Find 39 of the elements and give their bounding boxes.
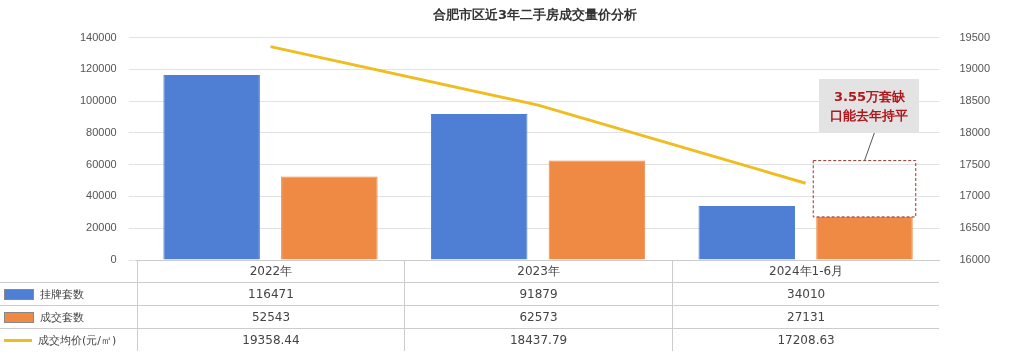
annotation: 3.55万套缺口能去年持平 <box>819 78 920 133</box>
legend-label: 成交套数 <box>40 309 84 325</box>
y2-tick-label: 18500 <box>959 94 991 107</box>
data-label: 52543 <box>136 306 405 328</box>
chart-title: 合肥市区近3年二手房成交量价分析 <box>431 7 638 23</box>
y2-tick-label: 18000 <box>959 125 991 138</box>
data-label: 18437.79 <box>404 329 672 351</box>
x-tick-label: 2023年 <box>404 260 672 282</box>
legend-label: 挂牌套数 <box>40 286 84 302</box>
y-tick-label: 40000 <box>86 189 117 202</box>
y-tick-label: 60000 <box>86 157 117 170</box>
x-tick-label: 2024年1-6月 <box>671 260 940 282</box>
y2-tick-label: 19500 <box>959 30 991 43</box>
y-tick-label: 20000 <box>86 221 117 234</box>
data-label: 17208.63 <box>671 329 940 351</box>
bar <box>163 74 260 260</box>
y2-tick-label: 17000 <box>959 189 991 202</box>
bar <box>548 160 646 260</box>
y2-tick-label: 16000 <box>959 253 991 266</box>
data-label: 62573 <box>404 306 672 328</box>
legend-label: 成交均价(元/㎡) <box>38 332 117 348</box>
bar <box>816 216 913 260</box>
y-tick-label: 100000 <box>79 94 117 107</box>
data-label: 116471 <box>136 283 405 305</box>
data-label: 19358.44 <box>136 329 405 351</box>
bar <box>698 205 796 260</box>
y-tick-label: 80000 <box>86 125 117 138</box>
y2-tick-label: 17500 <box>959 157 991 170</box>
y-tick-label: 0 <box>110 253 117 266</box>
bar <box>430 114 528 260</box>
data-label: 34010 <box>671 283 940 305</box>
data-label: 27131 <box>671 306 940 328</box>
data-label: 91879 <box>404 283 672 305</box>
bar <box>281 176 378 260</box>
x-tick-label: 2022年 <box>136 260 405 282</box>
y2-tick-label: 19000 <box>959 62 991 75</box>
y-tick-label: 120000 <box>79 62 117 75</box>
y2-tick-label: 16500 <box>959 221 991 234</box>
y-tick-label: 140000 <box>79 30 117 43</box>
